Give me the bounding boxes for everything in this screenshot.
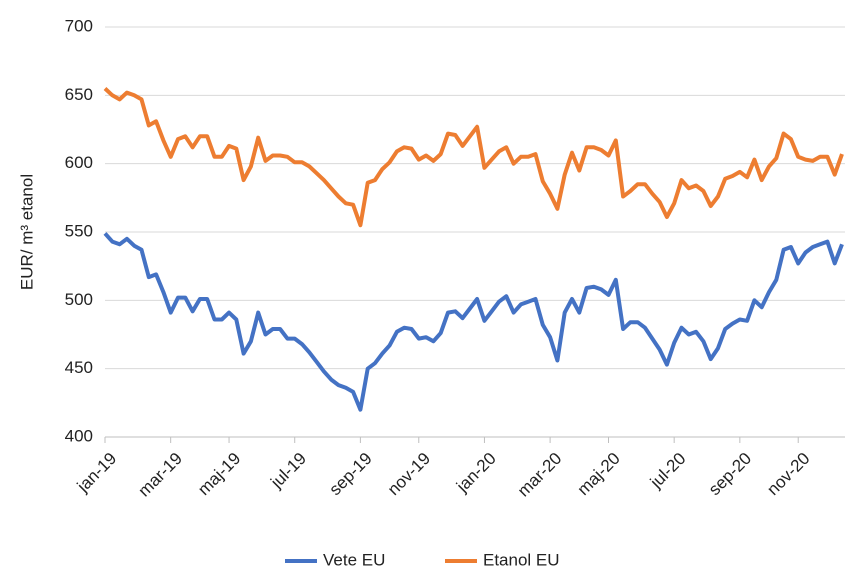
x-tick-label: mar-20: [514, 449, 566, 501]
x-tick-label: sep-19: [326, 449, 376, 499]
x-tick-label: nov-20: [763, 449, 813, 499]
line-series: [103, 87, 844, 228]
y-tick-label: 600: [65, 153, 93, 172]
x-tick-label: jul-19: [266, 449, 310, 493]
x-tick-label: jan-19: [73, 449, 121, 497]
x-tick-label: sep-20: [705, 449, 755, 499]
legend-label: Vete EU: [323, 550, 385, 569]
x-tick-label: jul-20: [646, 449, 690, 493]
x-tick-label: nov-19: [384, 449, 434, 499]
y-tick-label: 650: [65, 85, 93, 104]
x-tick-label: jan-20: [452, 449, 500, 497]
legend-label: Etanol EU: [483, 550, 560, 569]
line-series: [103, 232, 844, 412]
y-tick-label: 400: [65, 426, 93, 445]
y-tick-label: 550: [65, 221, 93, 240]
y-tick-label: 450: [65, 358, 93, 377]
y-axis-label: EUR/ m³ etanol: [17, 174, 36, 290]
y-tick-label: 500: [65, 290, 93, 309]
x-tick-label: mar-19: [134, 449, 186, 501]
x-tick-label: maj-19: [194, 449, 244, 499]
x-tick-label: maj-20: [574, 449, 624, 499]
y-tick-label: 700: [65, 16, 93, 35]
